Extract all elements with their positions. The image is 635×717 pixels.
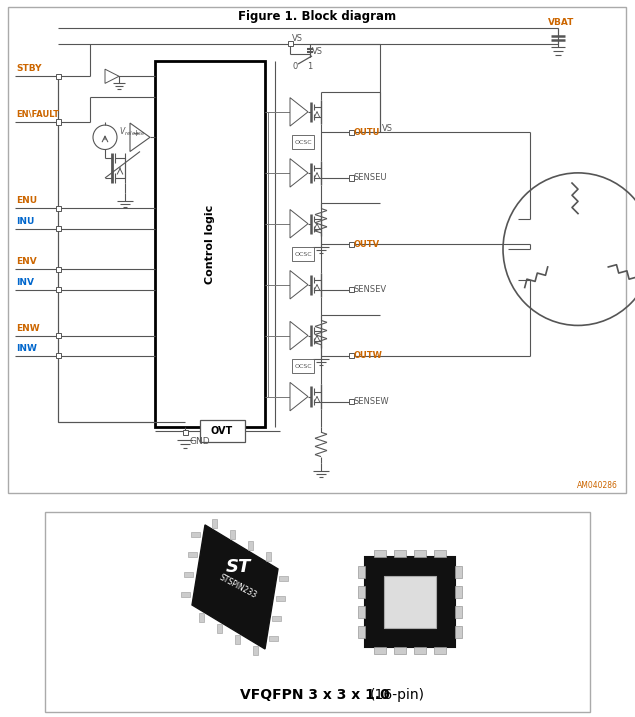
Bar bbox=[349, 176, 354, 181]
Bar bbox=[55, 353, 60, 358]
Bar bbox=[45, 512, 590, 712]
Bar bbox=[414, 550, 426, 557]
Bar bbox=[292, 136, 314, 150]
Bar bbox=[414, 647, 426, 654]
Bar bbox=[182, 429, 187, 435]
Bar bbox=[349, 399, 354, 404]
Bar bbox=[184, 572, 194, 577]
Text: SENSEV: SENSEV bbox=[354, 285, 387, 295]
Bar bbox=[235, 635, 240, 644]
Text: OVT: OVT bbox=[211, 426, 233, 436]
Text: VBAT: VBAT bbox=[548, 18, 575, 27]
Bar bbox=[384, 576, 436, 628]
Bar bbox=[272, 617, 281, 622]
Bar bbox=[292, 359, 314, 374]
Bar bbox=[365, 557, 455, 647]
Text: AM040286: AM040286 bbox=[577, 481, 618, 490]
Text: INU: INU bbox=[16, 217, 34, 226]
Bar bbox=[55, 227, 60, 232]
Bar bbox=[253, 646, 258, 655]
Text: VS: VS bbox=[382, 123, 393, 133]
Text: Figure 1. Block diagram: Figure 1. Block diagram bbox=[238, 10, 396, 23]
Text: ENU: ENU bbox=[16, 196, 37, 206]
Bar bbox=[349, 288, 354, 293]
Bar bbox=[358, 566, 365, 578]
Bar bbox=[200, 420, 245, 442]
Polygon shape bbox=[130, 123, 150, 151]
Polygon shape bbox=[290, 98, 308, 126]
Bar bbox=[55, 267, 60, 272]
Bar bbox=[55, 74, 60, 79]
Bar bbox=[349, 242, 354, 247]
Text: STSPIN233: STSPIN233 bbox=[218, 574, 258, 601]
Bar bbox=[211, 519, 217, 528]
Text: INW: INW bbox=[16, 344, 37, 353]
Text: OUTU: OUTU bbox=[354, 128, 380, 137]
Bar bbox=[394, 550, 406, 557]
Bar bbox=[349, 353, 354, 358]
Bar bbox=[394, 647, 406, 654]
Text: ENV: ENV bbox=[16, 257, 37, 267]
Text: SENSEW: SENSEW bbox=[354, 397, 390, 407]
Text: SENSEU: SENSEU bbox=[354, 174, 387, 182]
Text: Control logic: Control logic bbox=[205, 204, 215, 284]
Text: OCSC: OCSC bbox=[294, 252, 312, 257]
Text: STBY: STBY bbox=[16, 65, 41, 73]
Bar bbox=[349, 130, 354, 135]
Text: OUTV: OUTV bbox=[354, 239, 380, 249]
Text: VFQFPN 3 x 3 x 1.0: VFQFPN 3 x 3 x 1.0 bbox=[239, 688, 394, 702]
Bar bbox=[55, 288, 60, 293]
Polygon shape bbox=[290, 270, 308, 299]
Polygon shape bbox=[290, 209, 308, 238]
Bar bbox=[187, 552, 197, 557]
Bar bbox=[266, 552, 271, 561]
Bar bbox=[55, 333, 60, 338]
Polygon shape bbox=[290, 158, 308, 187]
Bar bbox=[455, 606, 462, 618]
Text: VS: VS bbox=[312, 47, 323, 57]
Bar bbox=[292, 247, 314, 262]
Bar bbox=[276, 597, 284, 602]
Bar bbox=[455, 626, 462, 638]
Bar bbox=[434, 550, 446, 557]
Polygon shape bbox=[105, 69, 119, 83]
Polygon shape bbox=[290, 321, 308, 350]
Bar bbox=[191, 533, 200, 538]
Bar bbox=[455, 586, 462, 598]
Text: $V_{release}$: $V_{release}$ bbox=[119, 126, 145, 138]
Bar bbox=[455, 566, 462, 578]
Bar bbox=[374, 550, 386, 557]
Bar bbox=[248, 541, 253, 550]
Text: INV: INV bbox=[16, 277, 34, 287]
Text: EN\FAULT: EN\FAULT bbox=[16, 110, 59, 119]
Text: ST: ST bbox=[225, 558, 251, 576]
Bar bbox=[374, 647, 386, 654]
Bar bbox=[358, 586, 365, 598]
Text: GND: GND bbox=[190, 437, 211, 446]
Bar bbox=[230, 530, 235, 539]
Polygon shape bbox=[290, 382, 308, 411]
Text: 1: 1 bbox=[307, 62, 312, 70]
Bar bbox=[55, 206, 60, 211]
Polygon shape bbox=[192, 525, 278, 649]
Text: (16-pin): (16-pin) bbox=[370, 688, 425, 702]
Bar bbox=[181, 592, 190, 597]
Bar bbox=[434, 647, 446, 654]
Bar bbox=[358, 626, 365, 638]
Text: OUTW: OUTW bbox=[354, 351, 383, 361]
Bar bbox=[279, 576, 288, 581]
Bar bbox=[358, 606, 365, 618]
Bar bbox=[288, 41, 293, 47]
Text: VS: VS bbox=[292, 34, 303, 43]
Text: 0: 0 bbox=[292, 62, 298, 70]
Text: ENW: ENW bbox=[16, 323, 39, 333]
Text: OCSC: OCSC bbox=[294, 364, 312, 369]
Bar bbox=[269, 637, 278, 642]
Text: OCSC: OCSC bbox=[294, 140, 312, 145]
Bar bbox=[155, 61, 265, 427]
Bar bbox=[217, 624, 222, 633]
Bar bbox=[55, 120, 60, 125]
Bar bbox=[199, 613, 204, 622]
Text: +: + bbox=[133, 129, 140, 138]
